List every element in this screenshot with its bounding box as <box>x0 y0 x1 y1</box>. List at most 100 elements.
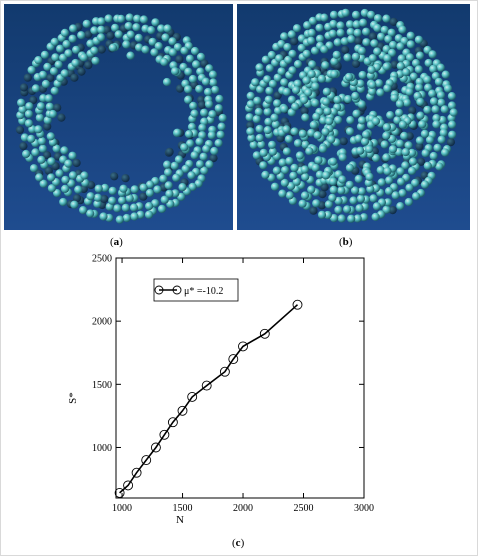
sphere <box>292 86 301 95</box>
sphere <box>37 137 47 146</box>
sphere <box>246 127 255 136</box>
sphere <box>368 87 377 96</box>
sphere <box>351 52 360 61</box>
sphere <box>345 20 355 29</box>
sphere <box>433 143 442 152</box>
sphere <box>447 101 457 110</box>
data-point <box>114 487 125 498</box>
sphere <box>108 43 118 52</box>
sphere <box>423 105 432 114</box>
sphere <box>60 146 69 155</box>
sphere <box>39 179 48 188</box>
sphere <box>196 52 206 62</box>
sphere <box>263 107 272 116</box>
series-line <box>119 304 299 494</box>
sphere <box>162 77 172 87</box>
sphere <box>393 116 402 125</box>
sphere <box>312 112 321 121</box>
sphere <box>246 91 255 100</box>
sphere <box>293 60 303 69</box>
sphere <box>411 59 421 68</box>
sphere <box>288 66 297 75</box>
sphere <box>329 177 338 186</box>
sphere <box>346 116 355 125</box>
sphere <box>368 54 377 63</box>
sphere <box>322 87 331 96</box>
data-point <box>167 417 178 428</box>
sphere <box>79 206 88 215</box>
sphere <box>441 148 450 157</box>
sphere <box>86 209 95 218</box>
data-point <box>219 366 230 377</box>
sphere <box>432 120 441 129</box>
sphere <box>264 117 273 126</box>
sphere <box>31 84 40 93</box>
sphere <box>70 200 79 209</box>
sphere <box>113 204 122 213</box>
sphere <box>371 154 381 163</box>
sphere <box>205 160 214 169</box>
sphere <box>334 115 343 125</box>
sphere <box>345 127 355 136</box>
sphere <box>255 124 264 133</box>
sphere <box>371 212 380 221</box>
sphere <box>135 43 144 52</box>
sphere <box>388 145 397 154</box>
sphere <box>201 77 210 86</box>
sphere <box>290 163 299 172</box>
sphere <box>428 50 437 59</box>
sphere <box>96 33 106 42</box>
sphere <box>252 115 261 124</box>
sphere <box>311 163 320 172</box>
sphere <box>317 74 326 83</box>
sphere <box>208 70 218 79</box>
sphere <box>420 180 430 189</box>
sphere <box>373 14 383 23</box>
sphere <box>147 26 156 35</box>
sphere <box>407 148 417 157</box>
sphere <box>288 49 297 58</box>
sphere <box>373 47 382 56</box>
sphere <box>338 153 347 162</box>
sphere <box>184 130 194 139</box>
sphere <box>265 64 274 73</box>
sphere <box>245 113 254 122</box>
sphere <box>45 102 54 111</box>
sphere <box>424 58 433 68</box>
sphere <box>168 48 177 57</box>
sphere <box>195 160 205 169</box>
legend-marker <box>172 285 182 295</box>
sphere <box>86 192 95 201</box>
sphere <box>247 134 256 143</box>
sphere <box>188 74 197 84</box>
sphere <box>54 60 63 69</box>
sphere <box>62 40 71 49</box>
sphere <box>77 67 86 76</box>
sphere <box>144 210 154 219</box>
sphere <box>197 101 207 110</box>
sphere <box>329 19 338 29</box>
sphere <box>397 54 406 63</box>
sphere <box>352 109 361 118</box>
sphere <box>34 56 43 65</box>
sphere-disk-image-b <box>237 4 470 230</box>
sphere <box>383 84 392 93</box>
sphere <box>139 15 148 24</box>
sphere <box>354 36 363 46</box>
sphere <box>47 173 56 182</box>
sphere <box>356 146 365 155</box>
sphere <box>175 84 185 93</box>
sphere <box>285 191 294 200</box>
sphere <box>198 131 207 140</box>
sphere <box>111 23 120 32</box>
sphere <box>437 98 446 107</box>
sphere <box>343 95 353 104</box>
sphere <box>161 33 170 42</box>
sphere <box>290 127 299 136</box>
sphere <box>347 214 356 223</box>
sphere <box>255 133 264 143</box>
sphere <box>93 199 102 208</box>
sphere <box>283 43 292 52</box>
sphere <box>406 31 415 40</box>
y-tick-label: 2500 <box>92 254 112 265</box>
